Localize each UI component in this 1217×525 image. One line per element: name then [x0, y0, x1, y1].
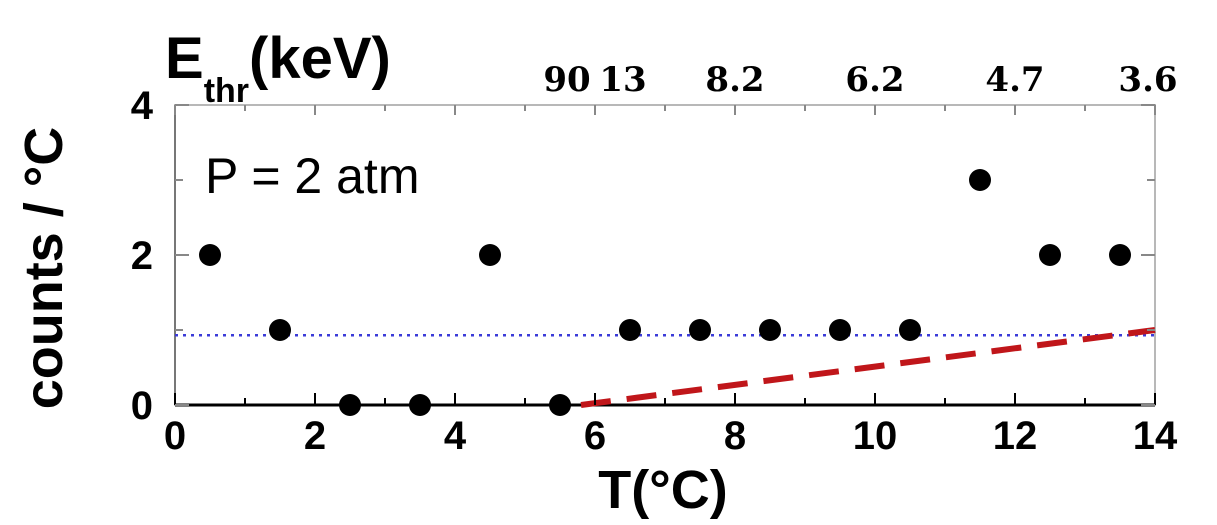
- y-axis-title: counts / °C: [14, 127, 74, 410]
- x-tick-label: 6: [584, 414, 606, 458]
- annotation-pressure: P = 2 atm: [205, 148, 419, 204]
- data-point: [339, 394, 361, 416]
- top-axis-title-sub: thr: [204, 72, 249, 110]
- data-point: [199, 244, 221, 266]
- top-axis-title-main: E: [165, 26, 204, 91]
- data-point: [549, 394, 571, 416]
- x-tick-label: 12: [993, 414, 1038, 458]
- y-tick-label: 2: [131, 234, 153, 278]
- x-tick-label: 2: [304, 414, 326, 458]
- data-point: [759, 319, 781, 341]
- data-point: [689, 319, 711, 341]
- top-tick-label: 90: [543, 60, 590, 100]
- top-tick-label: 8.2: [705, 60, 764, 100]
- x-tick-label: 4: [444, 414, 467, 458]
- data-point: [899, 319, 921, 341]
- x-tick-label: 10: [853, 414, 898, 458]
- data-point: [269, 319, 291, 341]
- data-point: [1109, 244, 1131, 266]
- data-points: [199, 169, 1131, 416]
- data-point: [619, 319, 641, 341]
- top-axis-title-unit: (keV): [249, 26, 391, 91]
- tick-labels: 0 2 4 6 8 10 12 14 0 2 4 90 13 8.2 6.2 4.7 3.6: [131, 60, 1178, 458]
- top-tick-label: 3.6: [1118, 60, 1177, 100]
- top-tick-label: 6.2: [845, 60, 904, 100]
- threshold-model-line: [580, 327, 1156, 408]
- x-tick-label: 14: [1133, 414, 1178, 458]
- data-point: [1039, 244, 1061, 266]
- top-tick-label: 13: [599, 60, 646, 100]
- y-tick-label: 0: [131, 384, 153, 428]
- guide-lines: [175, 327, 1156, 408]
- data-point: [829, 319, 851, 341]
- data-point: [479, 244, 501, 266]
- x-axis-title: T(°C): [598, 460, 728, 520]
- data-point: [409, 394, 431, 416]
- x-tick-label: 8: [724, 414, 746, 458]
- y-tick-label: 4: [131, 84, 154, 128]
- top-axis-title: Ethr(keV): [165, 26, 391, 110]
- x-tick-label: 0: [164, 414, 186, 458]
- ticks: [174, 104, 1156, 406]
- top-tick-label: 4.7: [985, 60, 1044, 100]
- data-point: [969, 169, 991, 191]
